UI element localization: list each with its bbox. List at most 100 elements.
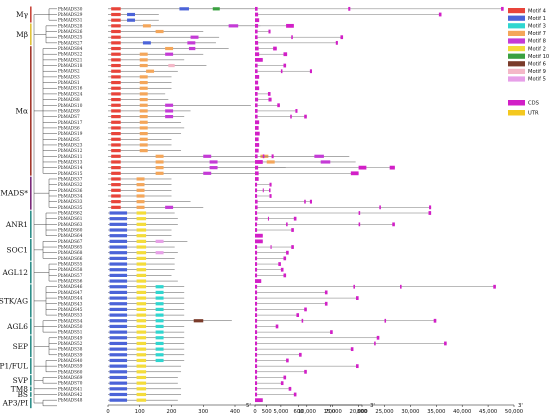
- motif-block: [155, 307, 164, 312]
- cds-block: [376, 335, 380, 340]
- cds-block: [255, 46, 259, 51]
- gene-structure-panel: [255, 6, 504, 403]
- cds-block: [288, 386, 292, 391]
- motif-block: [203, 154, 212, 158]
- motif-block: [109, 358, 128, 363]
- cds-block: [255, 199, 258, 204]
- motif-block: [136, 279, 147, 283]
- motif-block: [139, 137, 148, 141]
- motif-block: [109, 302, 128, 306]
- gene-name: PbMADS34: [58, 193, 83, 198]
- cds-block: [283, 256, 287, 261]
- motif-block: [266, 160, 275, 164]
- motif-block: [111, 194, 121, 198]
- motif-block: [139, 114, 148, 119]
- motif-block: [136, 358, 147, 363]
- motif-block: [136, 307, 147, 312]
- gene-name: PbMADS10: [58, 103, 83, 108]
- cds-block: [255, 352, 258, 357]
- subfamily-label: Mβ: [16, 30, 28, 39]
- cds-block: [255, 392, 258, 397]
- gene-axis-end-label: 3': [518, 403, 523, 409]
- cds-block: [295, 109, 298, 113]
- subfamily-label: TM8: [11, 384, 28, 393]
- cds-block: [255, 239, 263, 244]
- gene-name: PbMADS64: [58, 233, 83, 238]
- cds-block: [255, 29, 258, 34]
- cds-block: [309, 69, 312, 74]
- gene-tick-label: 25,000: [375, 409, 393, 415]
- cds-block: [429, 205, 432, 210]
- motif-block: [111, 143, 121, 147]
- gene-name: PbMADS63: [58, 222, 83, 227]
- cds-block: [270, 245, 272, 249]
- cds-block: [255, 262, 258, 266]
- motif-block: [111, 160, 121, 164]
- legend-label: Motif 1: [528, 16, 546, 22]
- motif-block: [111, 154, 121, 158]
- motif-tick-label: 800: [357, 409, 367, 415]
- cds-block: [400, 284, 402, 289]
- motif-block: [139, 52, 148, 56]
- motif-block: [109, 245, 128, 249]
- motif-block: [111, 18, 121, 22]
- gene-structure-axis: 0 5,000 10,000 15,000 20,000 25,000 30,000 35,0…: [246, 403, 523, 415]
- motif-block: [155, 353, 164, 357]
- motif-block: [155, 296, 164, 300]
- legend-label: CDS: [528, 101, 539, 107]
- motif-block: [111, 86, 121, 90]
- motif-block: [203, 171, 212, 175]
- cds-block: [356, 296, 359, 300]
- motif-block: [109, 211, 128, 215]
- cds-block: [283, 63, 287, 68]
- motif-block: [109, 256, 128, 260]
- motif-block: [155, 341, 164, 346]
- motif-block: [136, 341, 147, 346]
- motif-block: [155, 358, 164, 363]
- motif-block: [136, 239, 147, 243]
- motif-block: [109, 296, 128, 300]
- gene-name: PbMADS3: [58, 74, 80, 79]
- motif-block: [136, 256, 147, 260]
- motif-block: [155, 160, 164, 164]
- motif-block: [136, 290, 147, 295]
- legend-swatch: [508, 53, 525, 59]
- cds-block: [348, 6, 351, 11]
- legend-swatch: [508, 61, 525, 67]
- gene-name: PbMADS30: [58, 6, 83, 11]
- motif-block: [111, 200, 121, 204]
- motif-block: [111, 58, 121, 62]
- motif-block: [139, 86, 148, 90]
- cds-block: [255, 341, 258, 346]
- subfamily-label: ANR1: [5, 220, 28, 229]
- motif-block: [111, 126, 121, 130]
- cds-block: [267, 216, 269, 221]
- cds-block: [255, 35, 258, 40]
- gene-name: PbMADS38: [58, 347, 83, 352]
- gene-name: PbMADS17: [58, 120, 83, 125]
- motif-block: [190, 35, 199, 39]
- cds-block: [255, 335, 258, 340]
- motif-block: [146, 69, 155, 73]
- cds-block: [255, 250, 258, 255]
- gene-name: PbMADS53: [58, 313, 83, 318]
- legend-label: Motif 3: [528, 24, 546, 30]
- cds-block: [299, 352, 302, 357]
- cds-block: [255, 369, 258, 374]
- motif-block: [136, 245, 147, 249]
- cds-block: [392, 222, 395, 227]
- motif-block: [109, 375, 128, 380]
- gene-name: PbMADS27: [58, 40, 83, 45]
- gene-name: PbMADS1: [58, 80, 80, 85]
- cds-block: [358, 222, 361, 227]
- legend-label: Motif 4: [528, 8, 547, 14]
- cds-block: [255, 114, 258, 119]
- motif-block: [136, 285, 147, 289]
- gene-name: PbMADS50: [58, 324, 83, 329]
- motif-block: [155, 324, 164, 329]
- gene-name: PbMADS61: [58, 216, 83, 221]
- motif-tick-label: 200: [167, 409, 177, 415]
- gene-name: PbMADS8: [58, 97, 80, 102]
- motif-block: [139, 143, 148, 147]
- legend-swatch: [508, 15, 525, 21]
